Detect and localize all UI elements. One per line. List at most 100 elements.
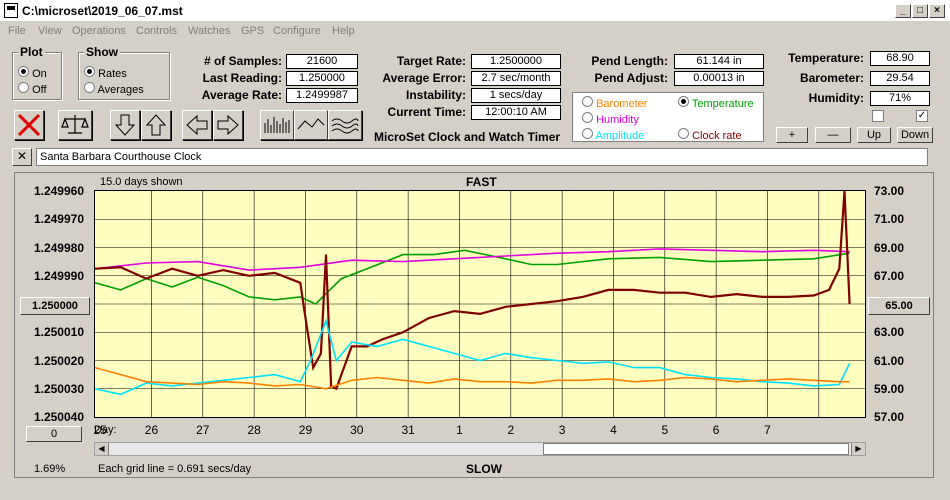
barometer-label: Barometer [596, 98, 648, 110]
menu-file[interactable]: File [8, 25, 26, 37]
series-clock-rate [94, 190, 851, 391]
down-arrow-icon [114, 114, 136, 136]
red-x-icon [17, 113, 41, 137]
x-tick: 28 [247, 423, 261, 437]
up-arrow-icon [145, 114, 167, 136]
show-group-title: Show [84, 45, 120, 59]
x-tick: 29 [298, 423, 313, 437]
pend-length-value: 61.144 in [674, 54, 764, 69]
stop-button[interactable] [14, 110, 44, 140]
last-reading-label: Last Reading: [202, 71, 282, 85]
target-rate-field[interactable]: 1.2500000 [471, 54, 561, 69]
y-left-tick: 1.250030 [33, 381, 84, 396]
show-rates-option[interactable]: Rates [84, 66, 127, 80]
plot-off-radio[interactable] [18, 82, 29, 93]
menu-configure[interactable]: Configure [273, 25, 321, 37]
temperature-env-value: 68.90 [870, 51, 930, 66]
left-arrow-button[interactable] [182, 110, 212, 140]
x-tick: 31 [401, 423, 415, 437]
x-tick: 3 [558, 423, 566, 437]
amplitude-radio[interactable] [582, 128, 593, 139]
scroll-left-button[interactable]: ◀ [95, 443, 109, 455]
clock-rate-radio[interactable] [678, 128, 689, 139]
menu-watches[interactable]: Watches [188, 25, 231, 37]
x-tick: 7 [764, 423, 771, 437]
balance-button[interactable] [58, 110, 92, 140]
smooth-view-button[interactable] [328, 110, 362, 140]
menu-operations[interactable]: Operations [72, 25, 126, 37]
down-button[interactable]: Down [897, 127, 933, 143]
amplitude-label: Amplitude [595, 130, 645, 142]
barometer-env-label: Barometer: [799, 71, 864, 85]
temperature-radio[interactable] [678, 96, 689, 107]
horizontal-scrollbar[interactable]: ◀ ▶ [94, 442, 866, 456]
option-checkbox-1[interactable] [872, 110, 884, 122]
minimize-button[interactable]: _ [895, 4, 911, 18]
line-view-button[interactable] [294, 110, 328, 140]
plot-off-option[interactable]: Off [18, 82, 47, 96]
y-right-tick: 63.00 [874, 325, 905, 340]
y-left-tick: 1.250010 [33, 325, 84, 340]
description-field[interactable]: Santa Barbara Courthouse Clock [36, 148, 928, 166]
option-checkbox-2[interactable]: ✓ [916, 110, 928, 122]
minus-button[interactable]: — [815, 127, 851, 143]
show-rates-label: Rates [98, 68, 127, 80]
app-icon [4, 3, 18, 18]
current-time-value: 12:00:10 AM [471, 105, 561, 120]
y-right-tick: 71.00 [874, 212, 905, 227]
clock-rate-option[interactable]: Clock rate [678, 128, 742, 142]
plot-area [94, 190, 866, 418]
series-barometer [94, 366, 850, 390]
y-left-tick: 1.249970 [33, 212, 84, 227]
scroll-thumb[interactable] [543, 443, 849, 455]
y-right-tick: 59.00 [874, 381, 905, 396]
y-left-tick: 1.250020 [33, 353, 84, 368]
y-left-tick: 1.250040 [33, 410, 84, 424]
menu-view[interactable]: View [38, 25, 62, 37]
left-axis-center-button[interactable]: 1.250000 [20, 297, 90, 315]
y-right-tick: 57.00 [874, 410, 905, 424]
barometer-option[interactable]: Barometer [582, 96, 647, 110]
maximize-button[interactable]: □ [912, 4, 928, 18]
line-chart-icon [297, 118, 325, 130]
menu-gps[interactable]: GPS [241, 25, 265, 37]
wave-icon [331, 118, 359, 134]
humidity-label: Humidity [596, 114, 639, 126]
temperature-option[interactable]: Temperature [678, 96, 754, 110]
y-left-tick: 1.249960 [33, 184, 84, 198]
scroll-right-button[interactable]: ▶ [851, 443, 865, 455]
right-axis-center-button[interactable]: 65.00 [868, 297, 930, 315]
humidity-option[interactable]: Humidity [582, 112, 639, 126]
menu-help[interactable]: Help [332, 25, 355, 37]
up-button[interactable]: Up [857, 127, 891, 143]
right-arrow-button[interactable] [213, 110, 243, 140]
clear-description-button[interactable]: ✕ [12, 148, 32, 166]
plus-button[interactable]: + [776, 127, 808, 143]
bars-view-button[interactable] [260, 110, 294, 140]
days-shown: 15.0 days shown [100, 176, 183, 188]
offset-button[interactable]: 0 [26, 426, 82, 442]
percent-readout: 1.69% [34, 463, 66, 475]
plot-on-radio[interactable] [18, 66, 29, 77]
y-right-tick: 69.00 [874, 240, 905, 255]
barometer-env-value: 29.54 [870, 71, 930, 86]
barometer-radio[interactable] [582, 96, 593, 107]
show-averages-option[interactable]: Averages [84, 82, 144, 96]
plot-on-option[interactable]: On [18, 66, 47, 80]
humidity-radio[interactable] [582, 112, 593, 123]
left-arrow-icon [186, 114, 208, 136]
show-rates-radio[interactable] [84, 66, 95, 77]
show-averages-radio[interactable] [84, 82, 95, 93]
average-error-label: Average Error: [382, 71, 466, 85]
down-arrow-button[interactable] [110, 110, 140, 140]
close-button[interactable]: × [929, 4, 945, 18]
day-axis-label: Day: [94, 424, 117, 436]
x-tick: 27 [196, 423, 210, 437]
amplitude-option[interactable]: Amplitude [582, 128, 644, 142]
x-tick: 30 [350, 423, 364, 437]
plot-off-label: Off [32, 84, 47, 96]
x-tick: 1 [456, 423, 463, 437]
temperature-env-label: Temperature: [788, 51, 864, 65]
up-arrow-button[interactable] [141, 110, 171, 140]
menu-controls[interactable]: Controls [136, 25, 177, 37]
